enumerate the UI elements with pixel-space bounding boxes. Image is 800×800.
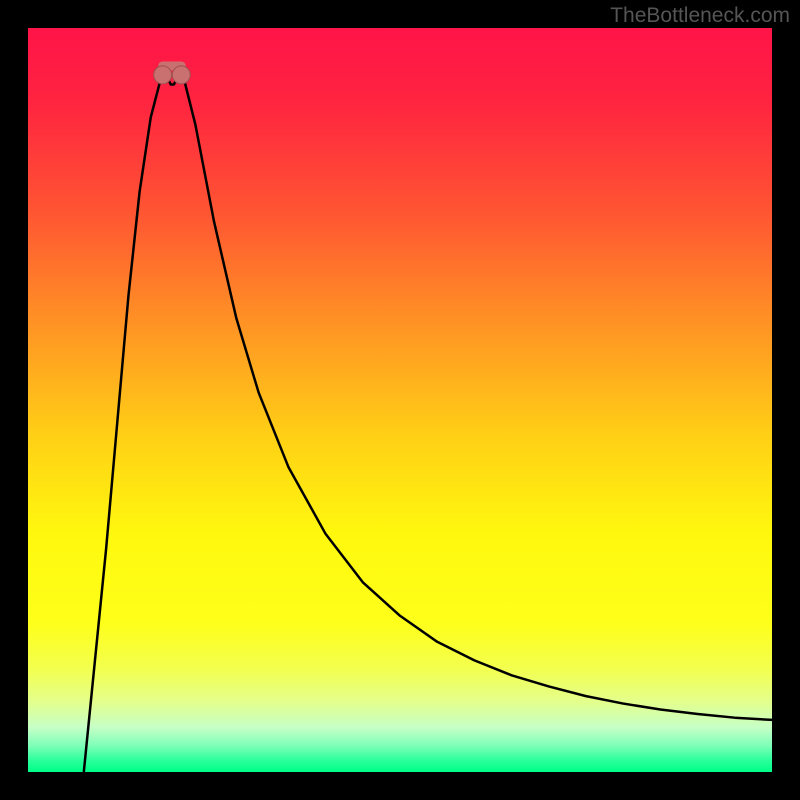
chart-svg <box>0 0 800 800</box>
optimal-marker <box>154 66 172 84</box>
bottleneck-chart: TheBottleneck.com <box>0 0 800 800</box>
optimal-marker <box>172 66 190 84</box>
watermark-text: TheBottleneck.com <box>610 4 790 28</box>
plot-area <box>28 28 772 772</box>
